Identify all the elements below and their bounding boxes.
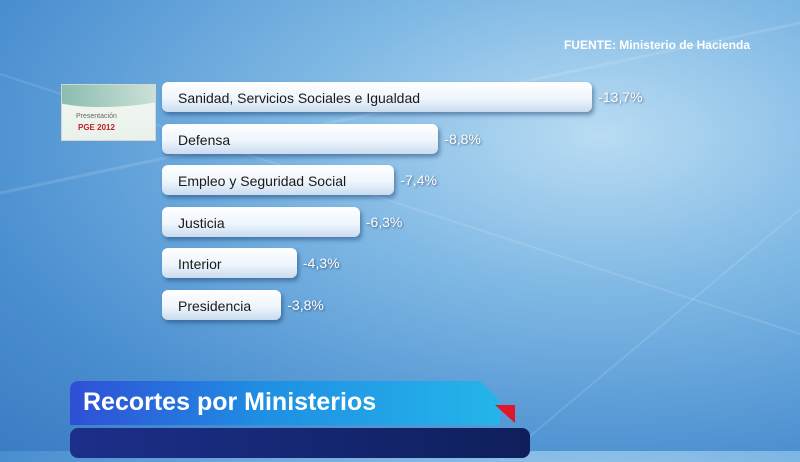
value-label: -4,3% [303,255,340,271]
background-stripe [500,138,800,462]
logo-text: PGE 2012 [78,123,115,132]
logo-text: Presentación [76,113,117,120]
bar-label: Justicia [178,214,225,231]
bar: Empleo y Seguridad Social [162,165,395,195]
value-label: -13,7% [598,89,643,105]
bar: Sanidad, Servicios Sociales e Igualdad [162,82,593,112]
chart-title: Recortes por Ministerios [83,388,377,416]
bar: Presidencia [162,289,282,320]
value-label: -3,8% [287,296,324,313]
value-label: -6,3% [365,213,403,230]
bar-label: Interior [178,256,222,272]
title-banner [70,381,500,425]
bar: Interior [162,248,298,278]
bar: Justicia [162,206,360,237]
source-label: FUENTE: Ministerio de Hacienda [563,38,750,52]
bar: Defensa [162,123,439,154]
bar-label: Sanidad, Servicios Sociales e Igualdad [178,90,421,106]
pge-2012-logo: Presentación PGE 2012 [61,84,156,141]
bar-label: Presidencia [178,297,252,314]
lower-third-bar [70,428,530,458]
bar-label: Empleo y Seguridad Social [178,173,347,189]
value-label: -8,8% [444,130,481,147]
bar-label: Defensa [178,131,231,148]
value-label: -7,4% [400,172,437,188]
